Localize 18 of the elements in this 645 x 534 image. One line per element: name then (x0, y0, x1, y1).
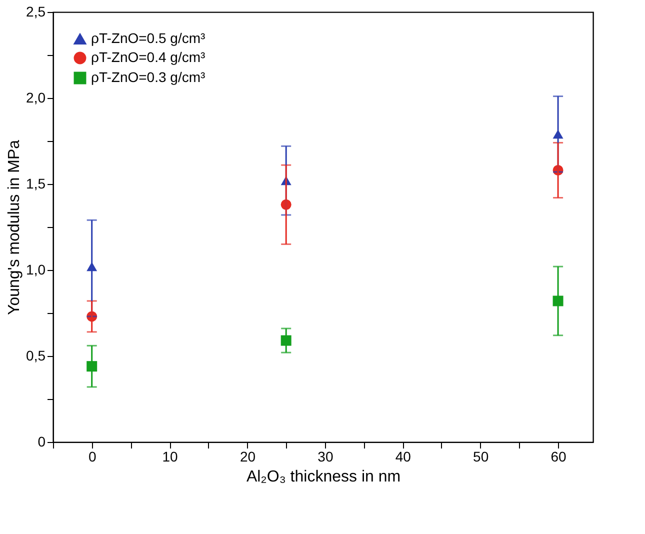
y-tick-label: 1,5 (26, 176, 46, 192)
y-tick-label: 2,5 (26, 4, 46, 20)
legend-label: ρT-ZnO=0.5 g/cm³ (91, 30, 206, 46)
x-axis-title: Al₂O₃ thickness in nm (246, 468, 401, 486)
x-tick-label: 40 (395, 448, 412, 464)
y-tick-label: 1,0 (26, 262, 46, 278)
y-tick-label: 0 (38, 434, 46, 450)
x-tick-label: 10 (162, 448, 178, 464)
x-tick-label: 30 (318, 448, 334, 464)
y-tick-label: 0,5 (26, 348, 46, 364)
y-axis-title: Young's modulus in MPa (6, 140, 24, 316)
legend-label: ρT-ZnO=0.3 g/cm³ (91, 69, 206, 85)
x-tick-label: 20 (240, 448, 256, 464)
y-tick-label: 2,0 (26, 90, 46, 106)
x-tick-label: 60 (550, 448, 567, 464)
x-tick-label: 0 (88, 448, 96, 464)
legend-label: ρT-ZnO=0.4 g/cm³ (91, 49, 206, 65)
x-tick-label: 50 (473, 448, 489, 464)
